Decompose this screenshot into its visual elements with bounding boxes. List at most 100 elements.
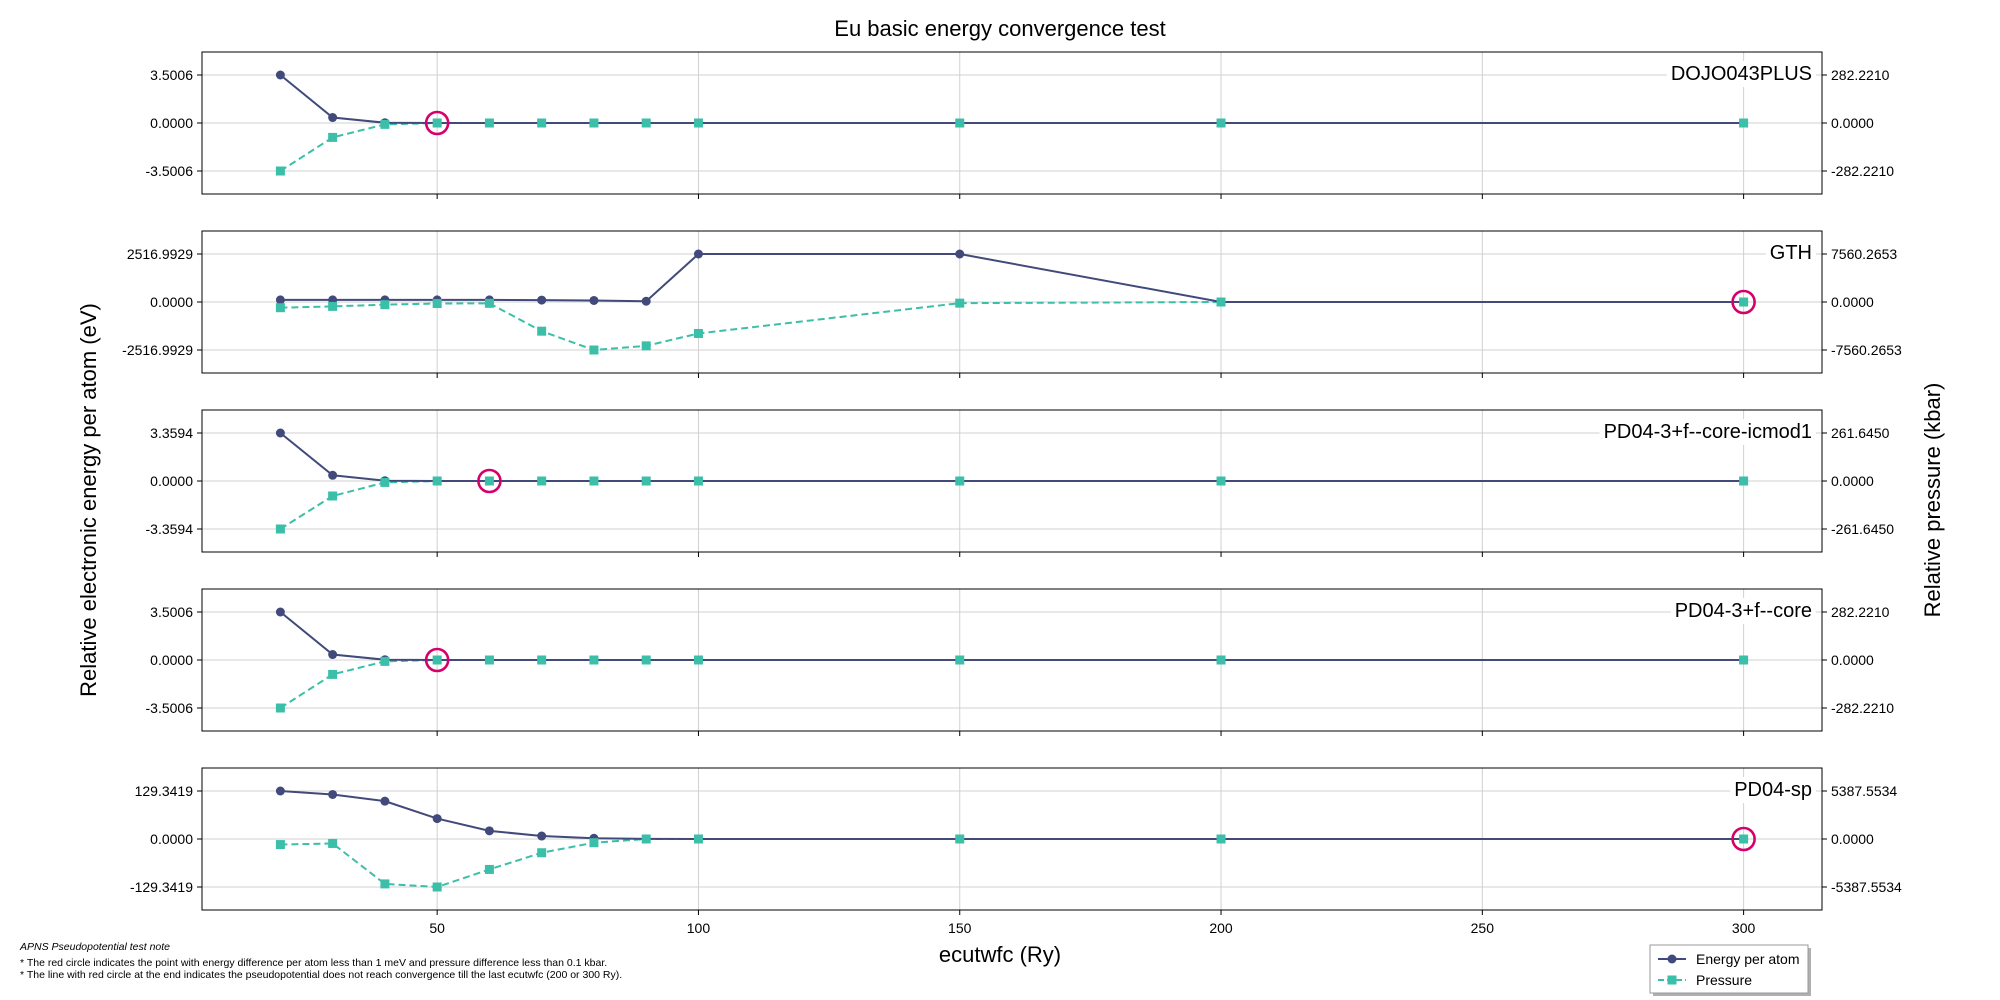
energy-point (328, 470, 338, 480)
energy-line (279, 611, 1744, 661)
pressure-point (537, 476, 547, 486)
pressure-point (328, 132, 338, 142)
energy-line (279, 432, 1744, 482)
pressure-tick-label: 0.0000 (1831, 294, 1874, 310)
pressure-point (275, 166, 285, 176)
energy-point (955, 249, 965, 259)
pressure-point (1739, 834, 1749, 844)
pressure-point (537, 848, 547, 858)
pressure-point (432, 476, 442, 486)
pressure-point (1216, 655, 1226, 665)
pressure-point (955, 834, 965, 844)
pressure-tick-label: -7560.2653 (1831, 342, 1902, 358)
pressure-point (537, 655, 547, 665)
pressure-tick-label: 282.2210 (1831, 67, 1890, 83)
pressure-point (380, 477, 390, 487)
panel-name-background (1730, 777, 1816, 803)
pressure-point (275, 703, 285, 713)
legend-label: Pressure (1696, 972, 1752, 988)
panels-container: 3.5006 282.2210 0.0000 0.0000 -3.5006 -282.22… (122, 51, 1902, 936)
panel-name: PD04-sp (1734, 779, 1812, 801)
energy-line (280, 790, 1744, 840)
pressure-line (279, 122, 1744, 172)
pressure-tick-label: 0.0000 (1831, 115, 1874, 131)
pressure-point (589, 655, 599, 665)
energy-point (693, 249, 703, 259)
energy-point (484, 826, 494, 836)
x-axis-label: ecutwfc (Ry) (939, 942, 1061, 967)
pressure-point (484, 476, 494, 486)
pressure-point (1739, 655, 1749, 665)
pressure-tick-label: -282.2210 (1831, 163, 1894, 179)
panel-name: PD04-3+f--core-icmod1 (1604, 421, 1812, 443)
pressure-point (641, 341, 651, 351)
pressure-point (380, 879, 390, 889)
energy-point (641, 296, 651, 306)
energy-tick-label: 0.0000 (150, 294, 193, 310)
energy-tick-label: -2516.9929 (122, 342, 193, 358)
energy-tick-label: 0.0000 (150, 473, 193, 489)
pressure-tick-label: 0.0000 (1831, 473, 1874, 489)
pressure-point (955, 476, 965, 486)
energy-point (537, 295, 547, 305)
panel-name-background (1599, 419, 1816, 445)
convergence-marker (1731, 826, 1756, 852)
energy-tick-label: 0.0000 (150, 831, 193, 847)
notes-heading: APNS Pseudopotential test note (19, 941, 170, 953)
pressure-point (589, 476, 599, 486)
pressure-point (955, 298, 965, 308)
pressure-point (275, 524, 285, 534)
pressure-point (275, 840, 285, 850)
pressure-tick-label: -282.2210 (1831, 700, 1894, 716)
energy-line (280, 253, 1744, 303)
energy-point (275, 70, 285, 80)
pressure-tick-label: 261.6450 (1831, 425, 1890, 441)
pressure-point (1216, 297, 1226, 307)
pressure-point (432, 299, 442, 309)
pressure-point (537, 118, 547, 128)
pressure-point (432, 655, 442, 665)
pressure-point (589, 838, 599, 848)
pressure-tick-label: 5387.5534 (1831, 783, 1897, 799)
pressure-point (484, 864, 494, 874)
pressure-tick-label: -5387.5534 (1831, 879, 1902, 895)
pressure-point (693, 328, 703, 338)
pressure-tick-label: -261.6450 (1831, 521, 1894, 537)
legend: Energy per atom Pressure (1649, 944, 1811, 996)
legend-label: Energy per atom (1696, 951, 1800, 967)
pressure-point (328, 301, 338, 311)
y-axis-label-right: Relative pressure (kbar) (1920, 383, 1945, 618)
pressure-point (275, 303, 285, 313)
panel-1: 2516.9929 7560.2653 0.0000 0.0000 -2516.9929… (122, 230, 1902, 378)
panel-name: GTH (1770, 242, 1812, 264)
pressure-point (589, 345, 599, 355)
panel-0: 3.5006 282.2210 0.0000 0.0000 -3.5006 -282.22… (146, 51, 1894, 199)
panel-4: 129.3419 5387.5534 0.0000 0.0000 -129.3419 -5… (130, 767, 1902, 915)
pressure-point (484, 298, 494, 308)
convergence-marker (1731, 289, 1756, 315)
pressure-point (328, 669, 338, 679)
panel-name: DOJO043PLUS (1671, 63, 1812, 85)
energy-point (432, 814, 442, 824)
pressure-point (537, 326, 547, 336)
pressure-point (484, 655, 494, 665)
pressure-line (280, 301, 1744, 352)
energy-tick-label: 129.3419 (135, 783, 194, 799)
panel-3: 3.5006 282.2210 0.0000 0.0000 -3.5006 -282.22… (146, 588, 1894, 736)
energy-point (328, 789, 338, 799)
energy-point (328, 650, 338, 660)
pressure-point (641, 476, 651, 486)
x-tick-label: 100 (687, 920, 711, 936)
energy-line (279, 74, 1744, 124)
pressure-tick-label: 0.0000 (1831, 652, 1874, 668)
pressure-point (955, 118, 965, 128)
pressure-point (1739, 476, 1749, 486)
energy-point (380, 796, 390, 806)
pressure-tick-label: 282.2210 (1831, 604, 1890, 620)
energy-point (275, 607, 285, 617)
energy-tick-label: 0.0000 (150, 652, 193, 668)
panel-name-background (1670, 598, 1816, 624)
pressure-point (328, 491, 338, 501)
pressure-point (693, 476, 703, 486)
